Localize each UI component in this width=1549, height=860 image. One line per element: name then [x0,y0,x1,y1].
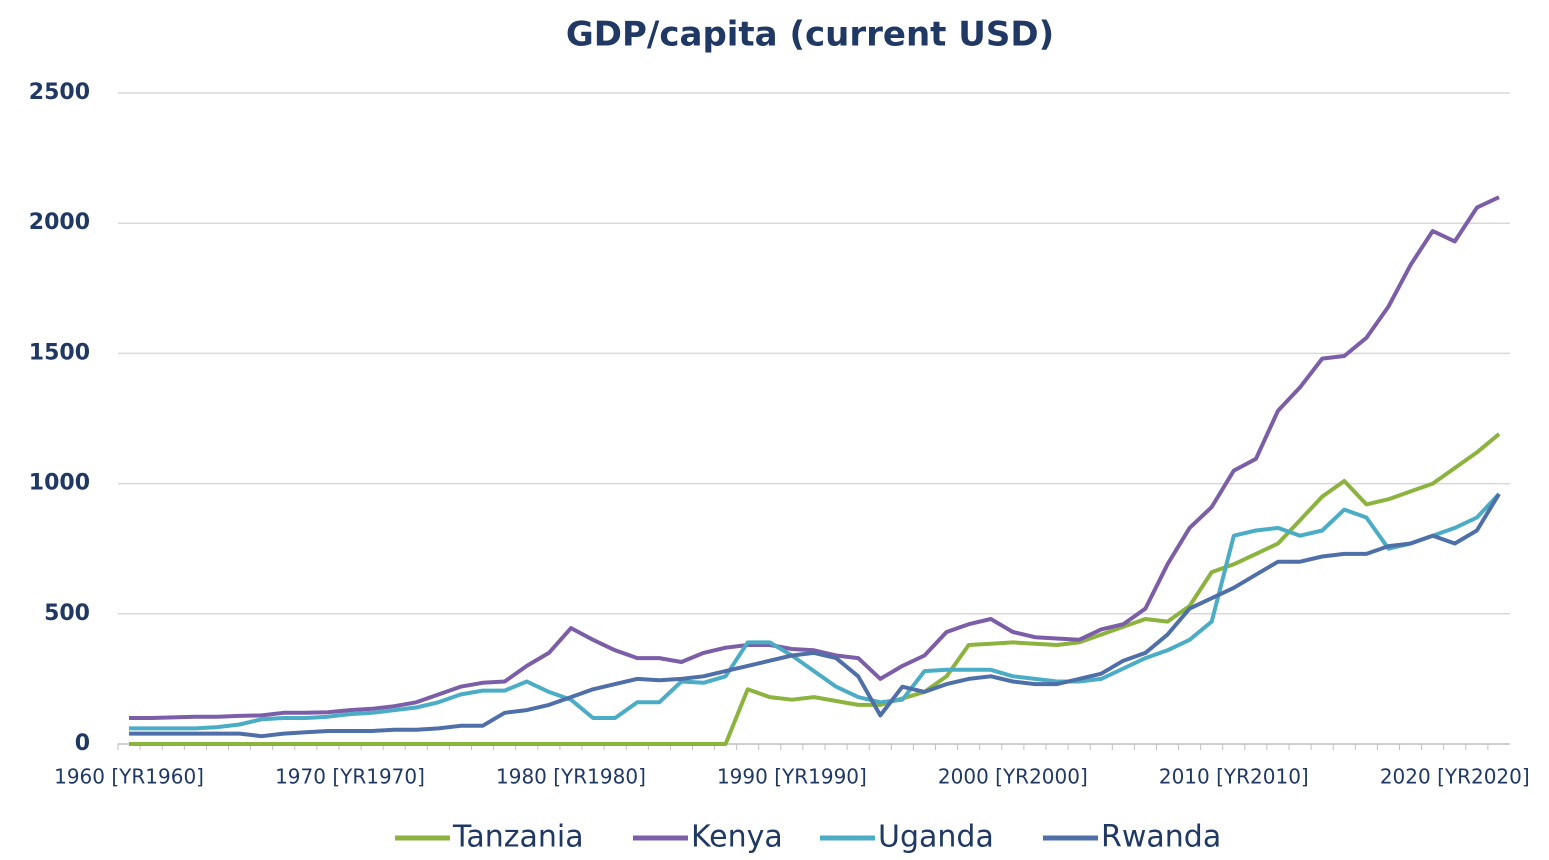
x-tick-label: 2020 [YR2020] [1380,765,1530,789]
chart-title: GDP/capita (current USD) [566,15,1054,55]
line [129,432,1501,746]
x-tick-label: 1970 [YR1970] [275,765,425,789]
legend-label: Kenya [691,820,783,855]
y-tick-label: 500 [44,601,90,626]
x-tick-label: 2010 [YR2010] [1159,765,1309,789]
line [129,492,1501,739]
legend-label: Uganda [878,820,994,855]
y-tick-label: 2500 [29,80,90,105]
y-tick-label: 2000 [29,210,90,235]
x-tick-label: 1980 [YR1980] [496,765,646,789]
x-tick-label: 2000 [YR2000] [938,765,1088,789]
y-tick-label: 1500 [29,340,90,365]
line [129,492,1501,731]
x-tick-label: 1960 [YR1960] [54,765,204,789]
y-tick-label: 1000 [29,471,90,496]
line [129,195,1500,720]
legend-label: Rwanda [1101,820,1221,855]
x-tick-label: 1990 [YR1990] [717,765,867,789]
y-tick-label: 0 [75,731,90,756]
legend-label: Tanzania [452,820,584,855]
